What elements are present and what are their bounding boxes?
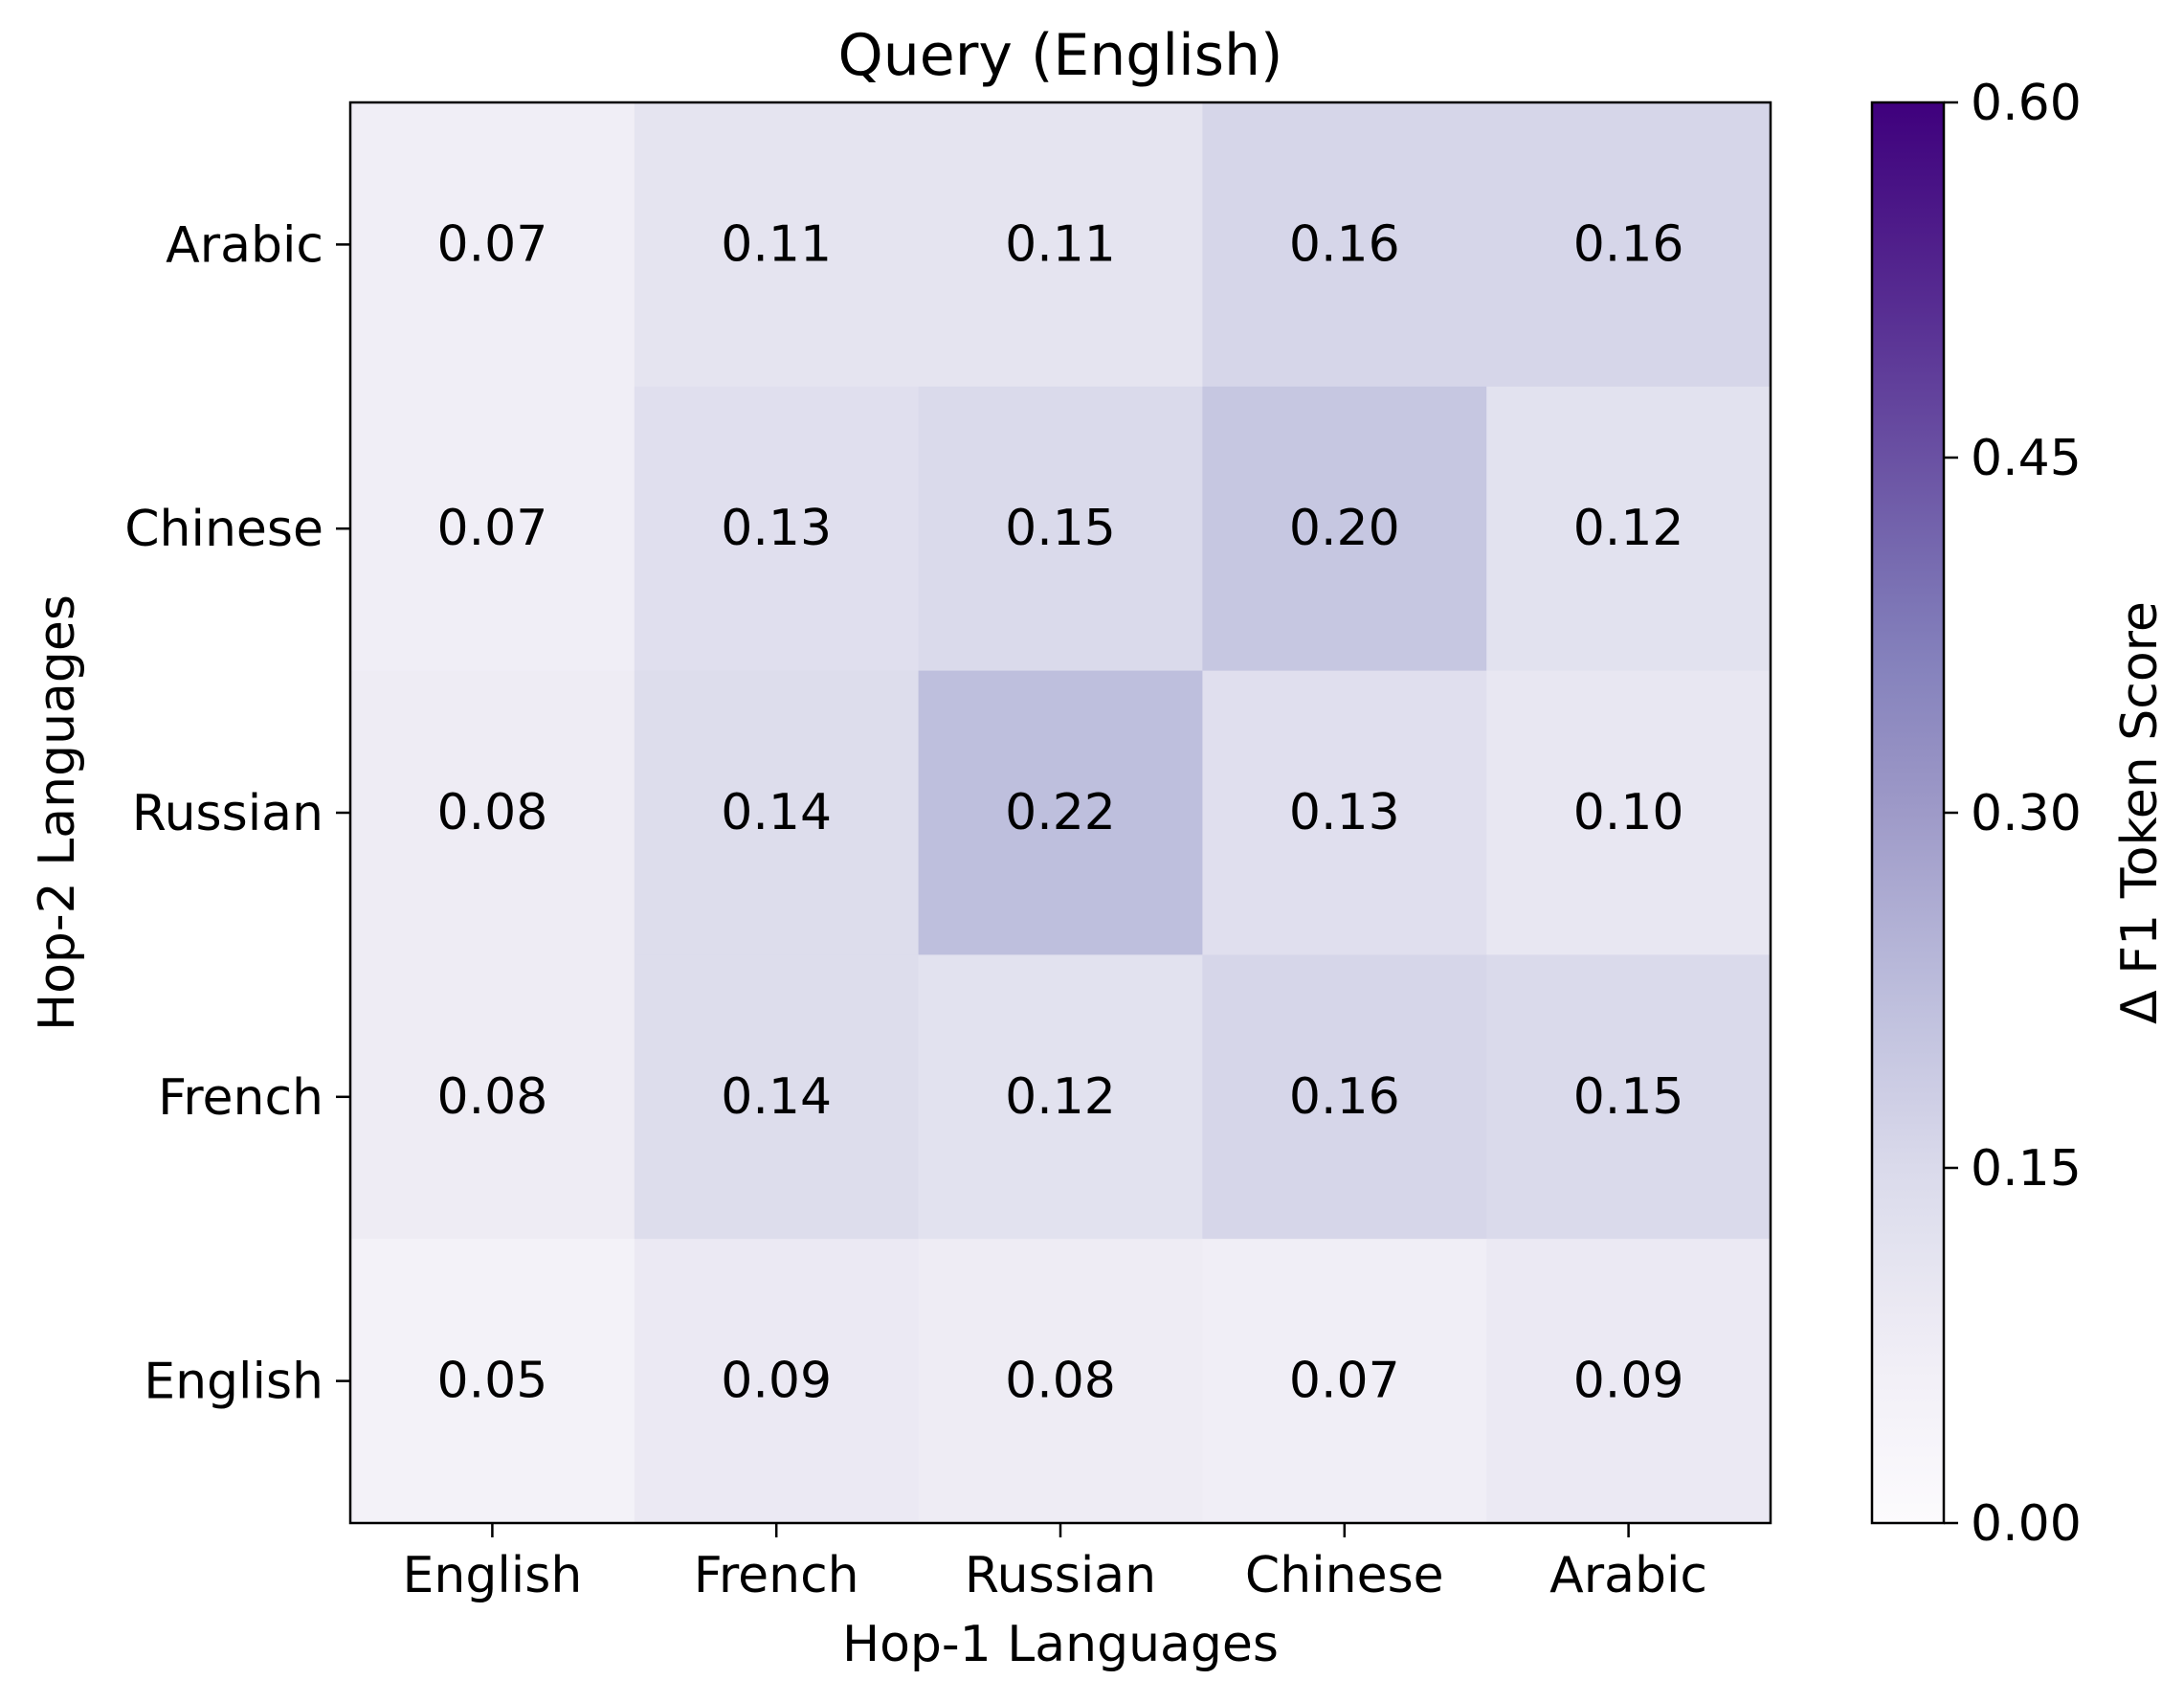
y-tick-label: French [158, 1069, 323, 1127]
heatmap-cell-labels: 0.07 0.11 0.11 0.16 0.16 0.07 0.13 0.15 0.20 0.12… [437, 215, 1684, 1409]
cell-value-label: 0.12 [1005, 1068, 1116, 1126]
cell-value-label: 0.13 [721, 500, 832, 557]
cell-value-label: 0.11 [1005, 215, 1116, 273]
cell-value-label: 0.16 [1573, 215, 1684, 273]
heatmap-cell [1486, 102, 1772, 388]
cell-value-label: 0.09 [721, 1353, 832, 1410]
y-tick-label: Arabic [166, 216, 323, 274]
heatmap-cells [350, 102, 1772, 1524]
heatmap-cell [918, 954, 1203, 1240]
heatmap-cell [634, 386, 920, 672]
cell-value-label: 0.20 [1289, 500, 1400, 557]
heatmap-cell [1202, 670, 1487, 955]
cell-value-label: 0.07 [437, 500, 548, 557]
cell-value-label: 0.15 [1005, 500, 1116, 557]
x-tick-label: Chinese [1245, 1547, 1444, 1604]
cell-value-label: 0.08 [437, 784, 548, 841]
heatmap-cell [634, 954, 920, 1240]
cell-value-label: 0.09 [1573, 1353, 1684, 1410]
heatmap-cell [918, 1239, 1203, 1524]
y-tick-label: Chinese [124, 501, 323, 558]
heatmap-cell [350, 102, 635, 388]
cell-value-label: 0.14 [721, 784, 832, 841]
colorbar-tick-label: 0.60 [1971, 75, 2082, 132]
heatmap-cell [634, 102, 920, 388]
heatmap-cell [918, 670, 1203, 955]
cell-value-label: 0.13 [1289, 784, 1400, 841]
colorbar-tick-label: 0.30 [1971, 785, 2082, 842]
cell-value-label: 0.16 [1289, 1068, 1400, 1126]
cell-value-label: 0.08 [437, 1068, 548, 1126]
colorbar-tick-label: 0.45 [1971, 430, 2082, 487]
colorbar-tick-label: 0.00 [1971, 1495, 2082, 1553]
x-axis-ticks: English French Russian Chinese Arabic [403, 1523, 1707, 1604]
colorbar-ticks: 0.00 0.15 0.30 0.45 0.60 [1944, 75, 2082, 1553]
colorbar-label: Δ F1 Token Score [2111, 601, 2169, 1024]
cell-value-label: 0.11 [721, 215, 832, 273]
heatmap-cell [634, 1239, 920, 1524]
colorbar [1870, 101, 1946, 1525]
heatmap-cell [1202, 386, 1487, 672]
heatmap-cell [1486, 1239, 1772, 1524]
cell-value-label: 0.15 [1573, 1068, 1684, 1126]
cell-value-label: 0.14 [721, 1068, 832, 1126]
cell-value-label: 0.07 [1289, 1353, 1400, 1410]
x-tick-label: Russian [965, 1547, 1156, 1604]
heatmap-cell [350, 954, 635, 1240]
heatmap-cell [1202, 102, 1487, 388]
x-tick-label: English [403, 1547, 583, 1604]
y-axis-label: Hop-2 Languages [29, 594, 86, 1031]
cell-value-label: 0.08 [1005, 1353, 1116, 1410]
heatmap-cell [1486, 954, 1772, 1240]
cell-value-label: 0.07 [437, 215, 548, 273]
heatmap-cell [1202, 1239, 1487, 1524]
cell-value-label: 0.12 [1573, 500, 1684, 557]
y-axis-ticks: Arabic Chinese Russian French English [124, 216, 350, 1411]
heatmap-cell [1486, 670, 1772, 955]
x-tick-label: French [694, 1547, 859, 1604]
cell-value-label: 0.16 [1289, 215, 1400, 273]
heatmap-cell [350, 386, 635, 672]
cell-value-label: 0.10 [1573, 784, 1684, 841]
y-tick-label: Russian [132, 785, 323, 842]
cell-value-label: 0.05 [437, 1353, 548, 1410]
heatmap-cell [918, 102, 1203, 388]
heatmap-cell [350, 1239, 635, 1524]
heatmap-cell [1202, 954, 1487, 1240]
x-tick-label: Arabic [1549, 1547, 1707, 1604]
chart-title: Query (English) [838, 22, 1283, 89]
heatmap-cell [350, 670, 635, 955]
heatmap-cell [1486, 386, 1772, 672]
cell-value-label: 0.22 [1005, 784, 1116, 841]
y-tick-label: English [144, 1354, 323, 1411]
heatmap-cell [634, 670, 920, 955]
colorbar-tick-label: 0.15 [1971, 1140, 2082, 1198]
x-axis-label: Hop-1 Languages [842, 1616, 1279, 1673]
heatmap-cell [918, 386, 1203, 672]
